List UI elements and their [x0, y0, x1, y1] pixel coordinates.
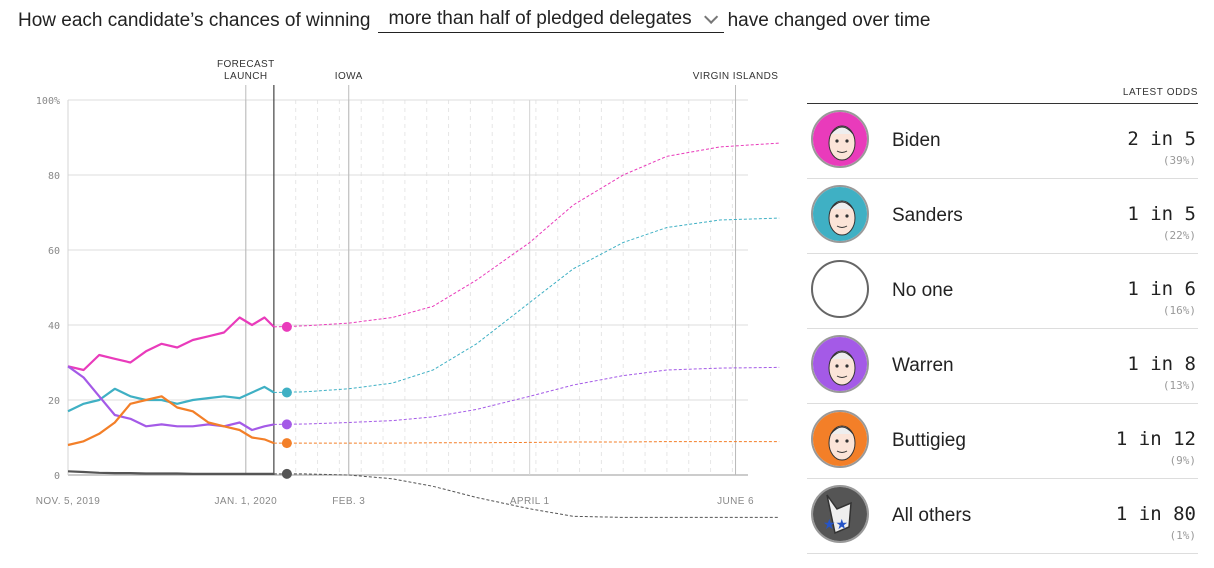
y-tick-label: 100%	[36, 96, 60, 107]
x-tick-label: APRIL 1	[510, 496, 550, 507]
x-tick-label: JUNE 6	[717, 496, 754, 507]
candidate-row: ★★ All others 1 in 80 (1%)	[807, 479, 1198, 554]
candidate-odds: 1 in 8	[1127, 353, 1196, 375]
sanders-forecast-line	[273, 217, 780, 393]
event-label: IOWA	[335, 71, 363, 82]
x-tick-label: NOV. 5, 2019	[36, 496, 101, 507]
candidate-name: Buttigieg	[892, 430, 966, 451]
no-one-circle-icon	[811, 260, 869, 318]
donkey-icon: ★★	[811, 485, 869, 543]
warren-forecast-line	[273, 366, 780, 425]
candidate-name: No one	[892, 280, 954, 301]
event-label: FORECAST	[217, 59, 275, 70]
header-suffix: have changed over time	[727, 9, 931, 31]
candidate-percent: (22%)	[1162, 229, 1196, 242]
candidate-odds: 1 in 5	[1127, 203, 1196, 225]
all-others-history-line	[67, 470, 274, 475]
odds-line-chart: 0 20 40 60 80 100% NOV. 5, 2019 JAN. 1, 2020 FEB…	[36, 59, 780, 518]
candidate-odds: 1 in 80	[1115, 503, 1196, 525]
sanders-history-line	[67, 385, 275, 413]
candidate-odds: 2 in 5	[1127, 128, 1196, 150]
y-tick-label: 40	[48, 321, 60, 332]
event-label: VIRGIN ISLANDS	[693, 71, 779, 82]
candidate-row: Sanders 1 in 5 (22%)	[807, 179, 1198, 254]
biden-portrait-icon	[811, 110, 869, 168]
outcome-dropdown-value: more than half of pledged delegates	[388, 8, 692, 29]
warren-portrait-icon	[811, 335, 869, 393]
event-label: LAUNCH	[224, 71, 268, 82]
candidate-percent: (1%)	[1169, 529, 1197, 542]
outcome-dropdown[interactable]: more than half of pledged delegates	[378, 8, 724, 33]
candidate-name: Sanders	[892, 205, 963, 226]
latest-odds-panel: LATEST ODDS Biden 2 in 5 (39%) Sanders 1 in …	[807, 87, 1198, 554]
buttigieg-forecast-line	[273, 441, 780, 444]
x-tick-label: FEB. 3	[332, 496, 365, 507]
y-tick-label: 80	[48, 171, 60, 182]
all-others-forecast-line	[273, 473, 780, 518]
sanders-portrait-icon	[811, 185, 869, 243]
candidate-percent: (16%)	[1162, 304, 1196, 317]
candidate-percent: (9%)	[1169, 454, 1197, 467]
candidate-name: Biden	[892, 130, 941, 151]
buttigieg-portrait-icon	[811, 410, 869, 468]
candidate-percent: (13%)	[1162, 379, 1196, 392]
header-prefix: How each candidate’s chances of winning	[18, 9, 371, 31]
x-tick-label: JAN. 1, 2020	[214, 496, 277, 507]
candidate-row: Warren 1 in 8 (13%)	[807, 329, 1198, 404]
candidate-percent: (39%)	[1162, 154, 1196, 167]
candidate-row: Buttigieg 1 in 12 (9%)	[807, 404, 1198, 479]
all-others-current-point	[281, 468, 292, 479]
biden-history-line	[67, 316, 275, 372]
biden-forecast-line	[273, 142, 780, 328]
warren-history-line	[67, 365, 275, 432]
y-tick-label: 60	[48, 246, 60, 257]
candidate-odds: 1 in 12	[1115, 428, 1196, 450]
svg-text:★★: ★★	[823, 516, 848, 532]
warren-current-point	[281, 419, 292, 430]
candidate-row: No one 1 in 6 (16%)	[807, 254, 1198, 329]
y-tick-label: 0	[54, 471, 60, 482]
biden-current-point	[281, 321, 292, 332]
chart-header: How each candidate’s chances of winning …	[18, 8, 930, 33]
sanders-current-point	[281, 387, 292, 398]
buttigieg-history-line	[67, 395, 275, 447]
candidate-odds: 1 in 6	[1127, 278, 1196, 300]
candidate-row: Biden 2 in 5 (39%)	[807, 104, 1198, 179]
candidate-name: All others	[892, 505, 972, 526]
candidate-name: Warren	[892, 355, 954, 376]
y-tick-label: 20	[48, 396, 60, 407]
buttigieg-current-point	[281, 438, 292, 449]
latest-odds-heading: LATEST ODDS	[807, 87, 1198, 104]
